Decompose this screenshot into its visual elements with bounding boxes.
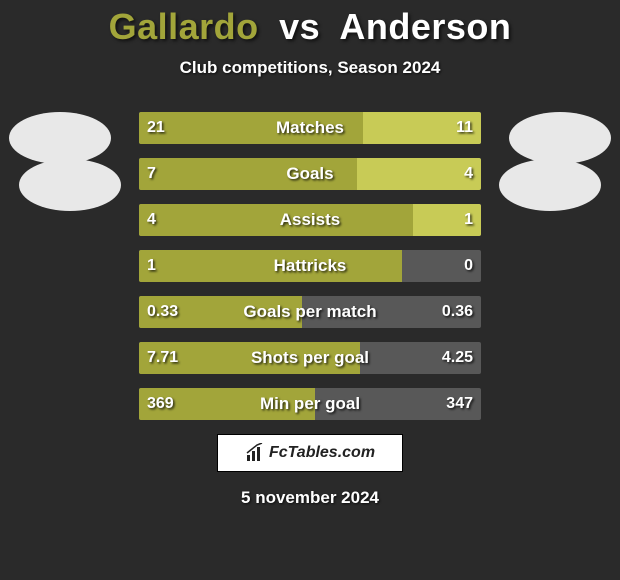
stat-row: 0.330.36Goals per match — [139, 296, 481, 328]
player1-avatar-top — [9, 112, 111, 164]
stat-label: Goals — [139, 158, 481, 190]
logo: FcTables.com — [245, 443, 375, 463]
stat-label: Matches — [139, 112, 481, 144]
player2-name: Anderson — [339, 6, 511, 47]
stat-label: Shots per goal — [139, 342, 481, 374]
comparison-bars: 2111Matches 74Goals 41Assists 10Hattricks 0.… — [139, 112, 481, 420]
content-area: 2111Matches 74Goals 41Assists 10Hattricks 0.… — [0, 112, 620, 508]
stat-row: 10Hattricks — [139, 250, 481, 282]
stat-label: Min per goal — [139, 388, 481, 420]
player2-avatar-top — [509, 112, 611, 164]
stat-row: 41Assists — [139, 204, 481, 236]
stat-row: 2111Matches — [139, 112, 481, 144]
chart-icon — [245, 443, 265, 463]
stat-label: Assists — [139, 204, 481, 236]
logo-label: FcTables.com — [269, 444, 375, 462]
stat-label: Hattricks — [139, 250, 481, 282]
player1-avatar-bottom — [19, 159, 121, 211]
vs-separator: vs — [279, 6, 320, 47]
player2-avatar-bottom — [499, 159, 601, 211]
stat-label: Goals per match — [139, 296, 481, 328]
title: Gallardo vs Anderson — [0, 6, 620, 48]
comparison-card: Gallardo vs Anderson Club competitions, … — [0, 0, 620, 580]
logo-box: FcTables.com — [217, 434, 403, 472]
player1-name: Gallardo — [109, 6, 259, 47]
stat-row: 7.714.25Shots per goal — [139, 342, 481, 374]
stat-row: 74Goals — [139, 158, 481, 190]
stat-row: 369347Min per goal — [139, 388, 481, 420]
date: 5 november 2024 — [0, 488, 620, 508]
subtitle: Club competitions, Season 2024 — [0, 58, 620, 78]
